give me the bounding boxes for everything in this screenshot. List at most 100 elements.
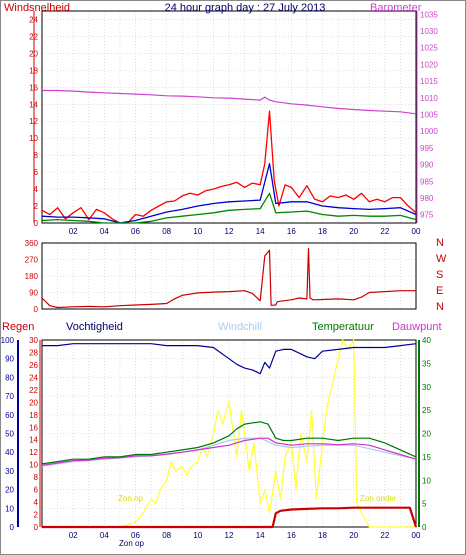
rain-panel-x-tick-label: 14 bbox=[256, 531, 265, 540]
direction-y-tick-label: 180 bbox=[25, 272, 39, 281]
wind-y-tick-label: 22 bbox=[29, 32, 38, 41]
rain-panel-x-tick-label: 22 bbox=[380, 531, 389, 540]
barometer-y-tick-label: 995 bbox=[420, 144, 434, 153]
rain-panel-x-tick-label: 02 bbox=[69, 531, 78, 540]
rain-panel-x-tick-label: 12 bbox=[225, 531, 234, 540]
wind-y-tick-label: 0 bbox=[34, 219, 39, 228]
temperature-y-tick-label: 15 bbox=[422, 453, 431, 462]
temperature-y-tick-label: 0 bbox=[422, 523, 427, 532]
rain-y-tick-label: 24 bbox=[29, 373, 38, 382]
wind-panel-x-tick-label: 12 bbox=[225, 227, 234, 236]
temperature-y-tick-label: 40 bbox=[422, 336, 431, 345]
panel-frames bbox=[17, 10, 420, 528]
compass-label: S bbox=[436, 269, 443, 281]
direction-y-tick-label: 360 bbox=[25, 239, 39, 248]
wind-y-tick-label: 24 bbox=[29, 15, 38, 24]
wind-y-tick-label: 10 bbox=[29, 134, 38, 143]
rain-panel-x-tick-label: 08 bbox=[162, 531, 171, 540]
rain-panel-x-tick-label: 16 bbox=[287, 531, 296, 540]
direction-y-tick-label: 90 bbox=[29, 289, 38, 298]
rain-title: Regen bbox=[2, 321, 35, 333]
barometer-y-tick-label: 990 bbox=[420, 161, 434, 170]
sunset-annotation: Zon onder bbox=[360, 494, 397, 503]
humidity-y-tick-label: 90 bbox=[5, 355, 14, 364]
rain-y-tick-label: 6 bbox=[34, 486, 39, 495]
direction-y-tick-label: 270 bbox=[25, 256, 39, 265]
humidity-title: Vochtigheid bbox=[66, 321, 123, 333]
barometer-series-line bbox=[42, 89, 417, 115]
axis-ticks: 0246810121416182022249759809859909951000… bbox=[1, 10, 447, 540]
barometer-y-tick-label: 1035 bbox=[420, 10, 438, 19]
rain-y-tick-label: 28 bbox=[29, 348, 38, 357]
wind-y-tick-label: 18 bbox=[29, 66, 38, 75]
compass-label: N bbox=[436, 301, 444, 313]
temperature-y-tick-label: 25 bbox=[422, 406, 431, 415]
temperature-y-tick-label: 5 bbox=[422, 500, 427, 509]
humidity-y-tick-label: 70 bbox=[5, 392, 14, 401]
compass-label: N bbox=[436, 237, 444, 249]
rain-y-tick-label: 10 bbox=[29, 461, 38, 470]
dewpoint-title: Dauwpunt bbox=[392, 321, 442, 333]
temperature-title: Temperatuur bbox=[312, 321, 374, 333]
rain-y-tick-label: 26 bbox=[29, 361, 38, 370]
wind-y-tick-label: 4 bbox=[34, 185, 39, 194]
page-title: 24 hour graph day : 27 July 2013 bbox=[164, 2, 326, 14]
direction-y-tick-label: 0 bbox=[34, 305, 39, 314]
temperature-y-tick-label: 30 bbox=[422, 383, 431, 392]
wind-panel-x-tick-label: 02 bbox=[69, 227, 78, 236]
rain-panel-x-tick-label: 06 bbox=[131, 531, 140, 540]
barometer-y-tick-label: 1000 bbox=[420, 127, 438, 136]
barometer-y-tick-label: 1030 bbox=[420, 27, 438, 36]
humidity-y-tick-label: 30 bbox=[5, 467, 14, 476]
wind-y-tick-label: 14 bbox=[29, 100, 38, 109]
wind-y-tick-label: 2 bbox=[34, 202, 39, 211]
barometer-y-tick-label: 985 bbox=[420, 177, 434, 186]
rain-y-tick-label: 20 bbox=[29, 398, 38, 407]
humidity-y-tick-label: 10 bbox=[5, 504, 14, 513]
wind-y-tick-label: 20 bbox=[29, 49, 38, 58]
humidity-y-tick-label: 50 bbox=[5, 430, 14, 439]
wind-panel-x-tick-label: 10 bbox=[193, 227, 202, 236]
temperature-y-tick-label: 10 bbox=[422, 476, 431, 485]
compass-label: E bbox=[436, 285, 443, 297]
rain-y-tick-label: 14 bbox=[29, 436, 38, 445]
humidity-y-tick-label: 0 bbox=[10, 523, 15, 532]
barometer-y-tick-label: 1020 bbox=[420, 60, 438, 69]
compass-label: W bbox=[436, 253, 447, 265]
humidity-series-line bbox=[42, 343, 417, 375]
wind_avg-series-line bbox=[41, 162, 417, 224]
wind-series-line bbox=[41, 110, 417, 224]
solar-series-line bbox=[42, 339, 416, 528]
barometer-y-tick-label: 975 bbox=[420, 211, 434, 220]
barometer-y-tick-label: 1005 bbox=[420, 110, 438, 119]
rain-series-line bbox=[42, 506, 418, 529]
rain-y-tick-label: 16 bbox=[29, 423, 38, 432]
rain-y-tick-label: 8 bbox=[34, 473, 39, 482]
wind-panel-x-tick-label: 08 bbox=[162, 227, 171, 236]
rain-y-tick-label: 22 bbox=[29, 386, 38, 395]
rain-panel-x-tick-label: 00 bbox=[412, 531, 421, 540]
rain-y-tick-label: 18 bbox=[29, 411, 38, 420]
wind-panel-frame bbox=[41, 10, 417, 224]
humidity-y-tick-label: 20 bbox=[5, 486, 14, 495]
barometer-y-tick-label: 980 bbox=[420, 194, 434, 203]
rain-panel-x-tick-label: 10 bbox=[193, 531, 202, 540]
windchill-title: Windchill bbox=[218, 321, 263, 333]
wind-y-tick-label: 16 bbox=[29, 83, 38, 92]
rain-y-tick-label: 12 bbox=[29, 448, 38, 457]
rain-panel-x-tick-label: 18 bbox=[318, 531, 327, 540]
wind-y-tick-label: 6 bbox=[34, 168, 39, 177]
wind-panel-x-tick-label: 20 bbox=[349, 227, 358, 236]
wind-panel-x-tick-label: 14 bbox=[256, 227, 265, 236]
humidity-y-tick-label: 80 bbox=[5, 373, 14, 382]
rain-y-tick-label: 4 bbox=[34, 498, 39, 507]
wind-panel-x-tick-label: 04 bbox=[100, 227, 109, 236]
temperature-y-tick-label: 20 bbox=[422, 430, 431, 439]
wind-y-tick-label: 8 bbox=[34, 151, 39, 160]
wind-panel-x-tick-label: 00 bbox=[412, 227, 421, 236]
series-lines bbox=[41, 89, 418, 529]
humidity-y-tick-label: 60 bbox=[5, 411, 14, 420]
direction-series-line bbox=[41, 247, 416, 309]
